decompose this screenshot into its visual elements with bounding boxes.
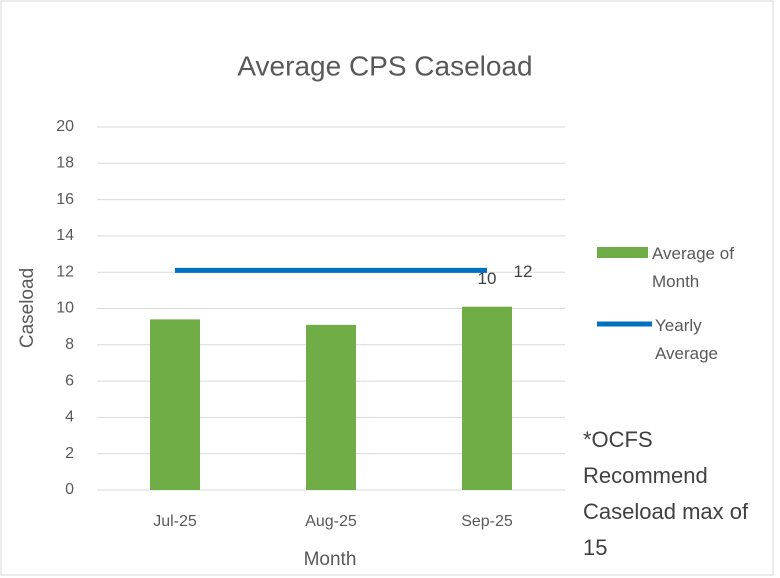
y-tick-label: 20 [56, 118, 74, 135]
y-tick-label: 14 [56, 227, 74, 244]
x-tick-label: Sep-25 [461, 513, 513, 530]
data-label: 10 [478, 269, 497, 288]
data-label: 12 [514, 262, 533, 281]
y-tick-label: 18 [56, 155, 74, 172]
y-tick-label: 2 [65, 445, 74, 462]
legend-swatch [597, 247, 648, 258]
bar [306, 324, 356, 490]
y-tick-label: 4 [65, 409, 74, 426]
x-tick-label: Aug-25 [305, 513, 357, 530]
y-tick-label: 16 [56, 191, 74, 208]
y-tick-label: 0 [65, 481, 74, 498]
y-tick-label: 10 [56, 300, 74, 317]
legend-label: Average of Month [652, 244, 734, 291]
y-tick-label: 6 [65, 372, 74, 389]
x-tick-label: Jul-25 [153, 513, 197, 530]
y-axis-label: Caseload [17, 268, 38, 348]
bar [462, 306, 512, 490]
y-tick-label: 12 [56, 263, 74, 280]
x-axis-label: Month [304, 549, 357, 570]
y-tick-label: 8 [65, 336, 74, 353]
legend-label: Yearly Average [655, 316, 719, 363]
chart-title: Average CPS Caseload [237, 50, 532, 81]
annotation: *OCFS Recommend Caseload max of 15 [583, 427, 749, 560]
bar [150, 319, 200, 490]
